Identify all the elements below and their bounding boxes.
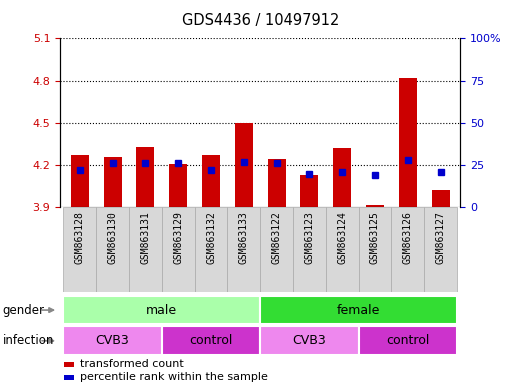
Bar: [431, 190, 450, 207]
Bar: [391, 207, 424, 292]
Bar: [63, 296, 260, 324]
Bar: [64, 362, 74, 367]
Bar: [162, 326, 260, 355]
Bar: [333, 148, 351, 207]
Bar: [104, 157, 122, 207]
Bar: [326, 207, 359, 292]
Bar: [424, 207, 457, 292]
Text: transformed count: transformed count: [80, 359, 184, 369]
Bar: [268, 159, 286, 207]
Text: GSM863128: GSM863128: [75, 211, 85, 263]
Bar: [169, 164, 187, 207]
Bar: [228, 207, 260, 292]
Bar: [260, 296, 457, 324]
Bar: [71, 155, 89, 207]
Text: GSM863125: GSM863125: [370, 211, 380, 263]
Text: control: control: [189, 334, 233, 347]
Bar: [96, 207, 129, 292]
Bar: [162, 207, 195, 292]
Text: GSM863129: GSM863129: [173, 211, 183, 263]
Bar: [129, 207, 162, 292]
Text: percentile rank within the sample: percentile rank within the sample: [80, 372, 268, 382]
Bar: [63, 207, 96, 292]
Bar: [195, 207, 228, 292]
Text: GSM863127: GSM863127: [436, 211, 446, 263]
Text: CVB3: CVB3: [96, 334, 130, 347]
Text: CVB3: CVB3: [292, 334, 326, 347]
Text: GSM863133: GSM863133: [239, 211, 249, 263]
Bar: [366, 205, 384, 207]
Bar: [63, 326, 162, 355]
Text: female: female: [337, 304, 380, 316]
Bar: [64, 375, 74, 380]
Text: GSM863124: GSM863124: [337, 211, 347, 263]
Bar: [260, 207, 293, 292]
Bar: [137, 147, 154, 207]
Bar: [359, 207, 391, 292]
Bar: [202, 155, 220, 207]
Text: GSM863132: GSM863132: [206, 211, 216, 263]
Text: GSM863123: GSM863123: [304, 211, 314, 263]
Text: GSM863122: GSM863122: [271, 211, 281, 263]
Text: control: control: [386, 334, 429, 347]
Bar: [260, 326, 359, 355]
Bar: [359, 326, 457, 355]
Text: male: male: [146, 304, 177, 316]
Text: infection: infection: [3, 334, 54, 348]
Text: GSM863126: GSM863126: [403, 211, 413, 263]
Text: GDS4436 / 10497912: GDS4436 / 10497912: [181, 13, 339, 28]
Bar: [235, 123, 253, 207]
Bar: [300, 175, 319, 207]
Text: gender: gender: [3, 304, 44, 317]
Text: GSM863130: GSM863130: [108, 211, 118, 263]
Bar: [293, 207, 326, 292]
Text: GSM863131: GSM863131: [140, 211, 151, 263]
Bar: [399, 78, 417, 207]
